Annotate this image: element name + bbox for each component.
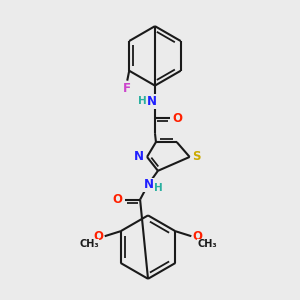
Text: N: N [144,178,154,191]
Text: CH₃: CH₃ [79,239,99,249]
Text: H: H [138,97,146,106]
Text: N: N [147,95,157,108]
Text: O: O [112,193,122,206]
Text: O: O [192,230,202,243]
Text: N: N [134,150,144,164]
Text: H: H [154,183,162,193]
Text: O: O [173,112,183,125]
Text: O: O [94,230,104,243]
Text: F: F [123,82,131,95]
Text: S: S [192,150,201,164]
Text: CH₃: CH₃ [197,239,217,249]
